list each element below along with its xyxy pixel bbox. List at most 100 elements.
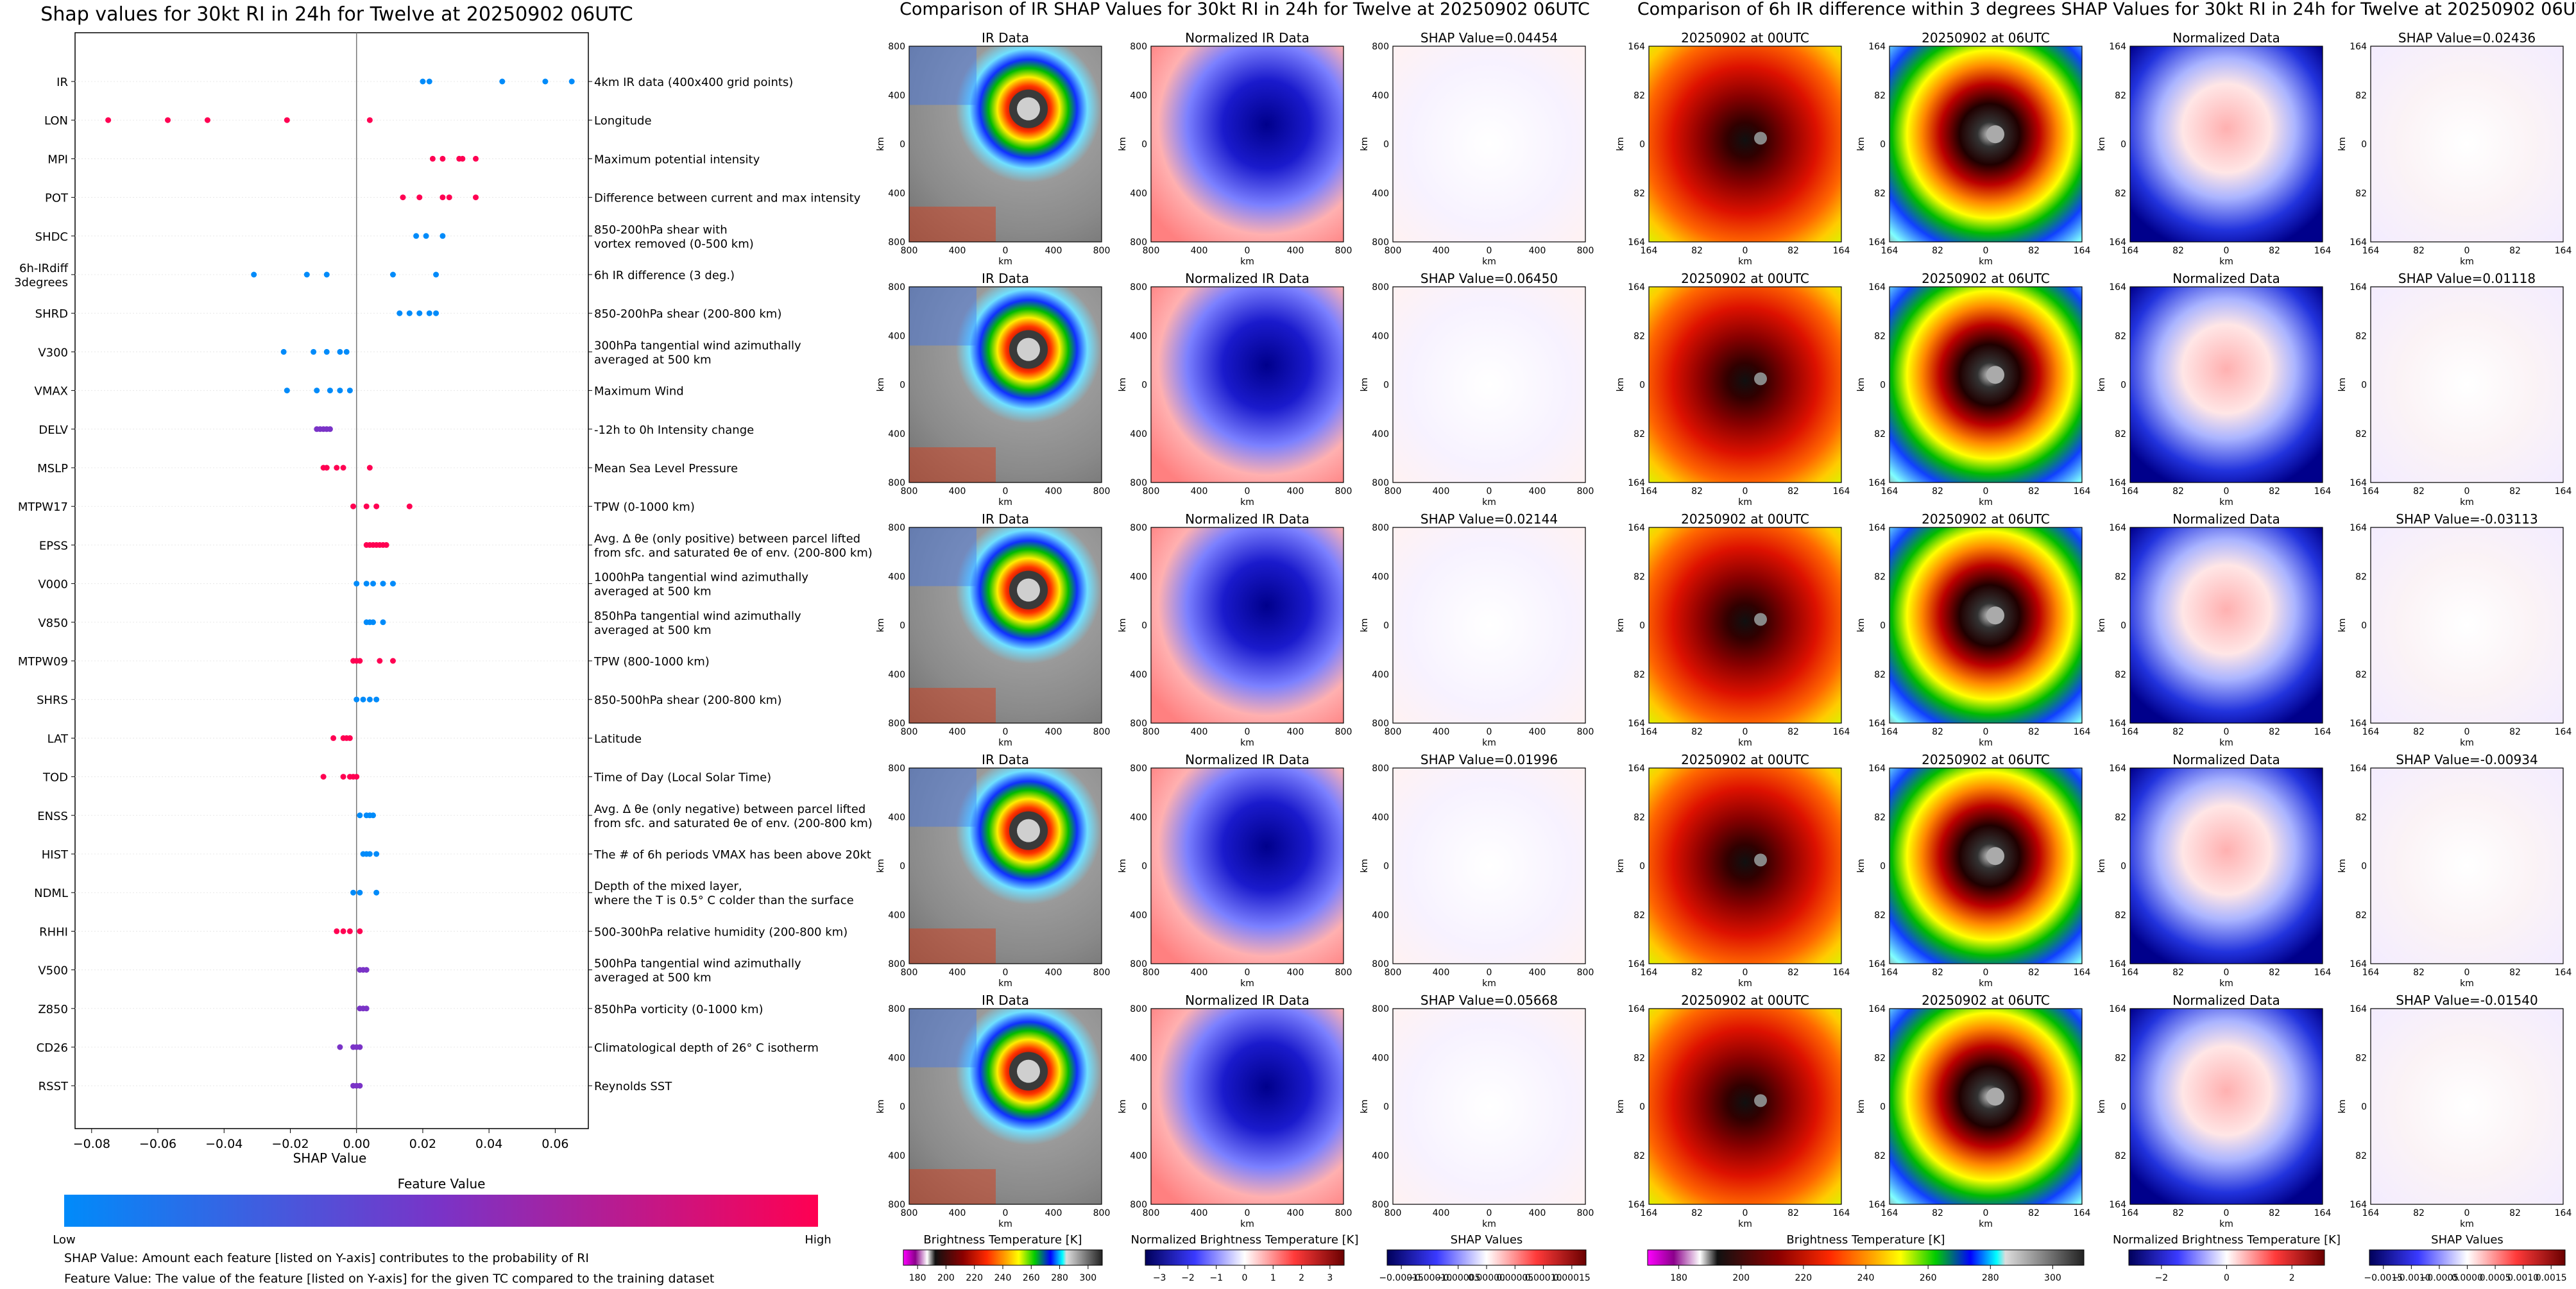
panel-x-tick: 0 [1003,968,1009,978]
panel-y-label: km [1616,378,1626,392]
panel-x-tick: 0 [1003,486,1009,497]
panel-y-tick: 0 [1383,380,1389,391]
colorbar-tick-label: −2 [2155,1273,2169,1283]
panel-x-tick: 164 [1881,727,1898,737]
panel-x-tick: 164 [1641,486,1658,497]
panel-y-tick: 82 [2115,1151,2126,1161]
panel-image [1889,527,2082,723]
panel-x-tick: 0 [2224,727,2230,737]
panel-y-tick: 82 [1874,812,1886,823]
panel-y-label: km [876,378,886,392]
shap-point [473,155,479,162]
feature-description: Mean Sea Level Pressure [594,462,738,475]
panel-y-tick: 164 [2350,523,2367,533]
convection-band [909,688,996,723]
panel-y-label: km [1360,137,1370,151]
panel-y-tick: 164 [1628,237,1645,248]
panel-y-tick: 800 [1372,719,1389,729]
panel-title: 20250902 at 00UTC [1681,30,1809,46]
panel-x-tick: 82 [1932,246,1943,256]
shap-point [346,388,353,394]
panel-y-tick: 82 [1874,189,1886,199]
panel-x-tick: 400 [1433,1208,1450,1218]
panel-title: 20250902 at 00UTC [1681,752,1809,767]
panel-y-tick: 800 [888,237,905,248]
shap-point [433,310,439,316]
colorbar-tick-label: 260 [1023,1273,1040,1283]
panel-x-label: km [2460,497,2474,508]
shap-point [439,155,446,162]
panel-y-tick: 82 [1633,1151,1645,1161]
panel-x-tick: 0 [1983,486,1989,497]
panel-frame [1392,1008,1586,1205]
panel-y-tick: 82 [2355,90,2367,101]
panel-x-label: km [998,257,1012,267]
shap-point [337,348,343,355]
panel-x-label: km [1979,1219,1993,1229]
panel-y-tick: 164 [2350,42,2367,52]
panel-x-label: km [1482,497,1496,508]
feature-label: LON [44,114,68,128]
panel-y-tick: 800 [888,282,905,293]
feature-description: averaged at 500 km [594,624,712,637]
feature-description: Longitude [594,114,652,128]
panel-y-tick: 400 [888,812,905,823]
x-tick-label: 0.04 [475,1137,502,1151]
shap-point [406,503,413,509]
panel-x-tick: 164 [2314,1208,2332,1218]
panel-x-tick: 800 [901,1208,918,1218]
panel-frame [2370,46,2564,243]
feature-label: POT [45,192,69,205]
panel-x-tick: 164 [2122,1208,2139,1218]
colorbar-gradient [1386,1249,1587,1266]
shap-point [426,310,432,316]
shap-point [373,503,380,509]
panel-frame [1392,46,1586,243]
panel-x-tick: 0 [2464,727,2470,737]
panel-y-tick: 82 [2355,331,2367,341]
shap-point [413,233,420,239]
feature-label: SHRD [35,307,68,321]
storm-eye [1017,819,1040,842]
panel-y-tick: 82 [2355,189,2367,199]
panel-x-tick: 400 [1287,727,1304,737]
panel-frame [1889,46,2083,243]
panel-y-tick: 164 [1868,1200,1886,1210]
feature-description: where the T is 0.5° C colder than the su… [594,894,854,907]
panel-x-tick: 0 [1983,727,1989,737]
feature-label: V850 [38,617,68,630]
panel-y-tick: 400 [1372,910,1389,921]
panel-y-label: km [1616,859,1626,873]
colorbar-tick-label: −0.00015 [1379,1273,1424,1283]
colorbar: Normalized Brightness Temperature [K] −3 −… [1131,1233,1359,1283]
panel-frame [1648,286,1842,483]
panel-x-tick: 82 [1787,727,1799,737]
panel-y-tick: 164 [2109,1200,2126,1210]
panel-x-tick: 800 [1385,1208,1402,1218]
panel-y-tick: 164 [2350,959,2367,969]
panel-frame [2129,1008,2323,1205]
panel-image [1151,527,1343,723]
shap-point [327,388,333,394]
panel-y-tick: 164 [2350,1004,2367,1014]
feature-description: from sfc. and saturated θe of env. (200-… [594,546,873,559]
panel-x-tick: 82 [2028,968,2040,978]
panel-x-tick: 164 [2555,1208,2572,1218]
shap-point [350,503,357,509]
colorbar-gradient [1145,1249,1345,1266]
panel-y-label: km [2337,378,2348,392]
feature-label: SHRS [37,694,68,707]
panel-y-tick: 800 [1130,1004,1147,1014]
shap-point [334,928,340,934]
colorbar-tick-label: 0.00000 [1468,1273,1505,1283]
cloud-band [909,287,977,346]
panel-x-label: km [998,738,1012,748]
panel-y-tick: 82 [2115,812,2126,823]
panel-x-label: km [1738,257,1752,267]
panel-x-tick: 82 [2172,486,2184,497]
